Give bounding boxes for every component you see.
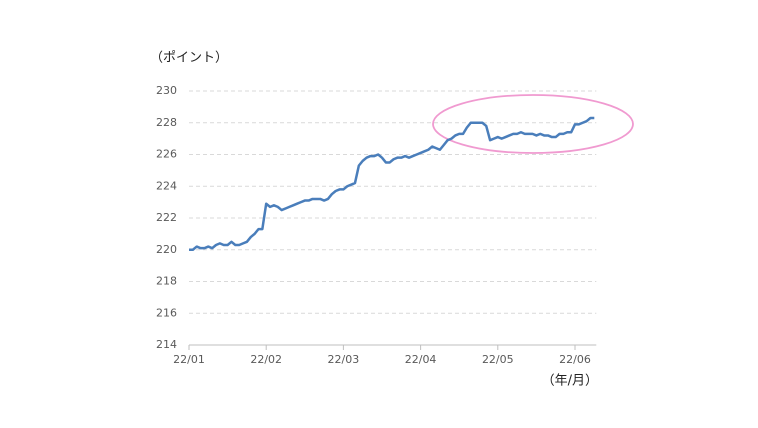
y-tick-label: 230 — [156, 84, 177, 97]
y-axis-label: （ポイント） — [150, 51, 228, 66]
highlight-ellipse — [432, 94, 634, 154]
x-tick-label: 22/01 — [173, 353, 205, 366]
x-tick-label: 22/03 — [328, 353, 360, 366]
x-tick-label: 22/06 — [559, 353, 591, 366]
data-line — [189, 116, 595, 251]
x-tick-label: 22/04 — [405, 353, 437, 366]
x-tick-label: 22/05 — [482, 353, 514, 366]
y-tick-label: 218 — [156, 275, 177, 288]
y-tick-label: 222 — [156, 211, 177, 224]
x-tick-label: 22/02 — [250, 353, 282, 366]
y-tick-label: 228 — [156, 116, 177, 129]
y-tick-label: 224 — [156, 179, 177, 192]
y-tick-label: 214 — [156, 338, 177, 351]
y-tick-label: 226 — [156, 148, 177, 161]
y-tick-label: 220 — [156, 243, 177, 256]
y-tick-label: 216 — [156, 306, 177, 319]
x-axis-label: （年/月） — [542, 374, 598, 389]
